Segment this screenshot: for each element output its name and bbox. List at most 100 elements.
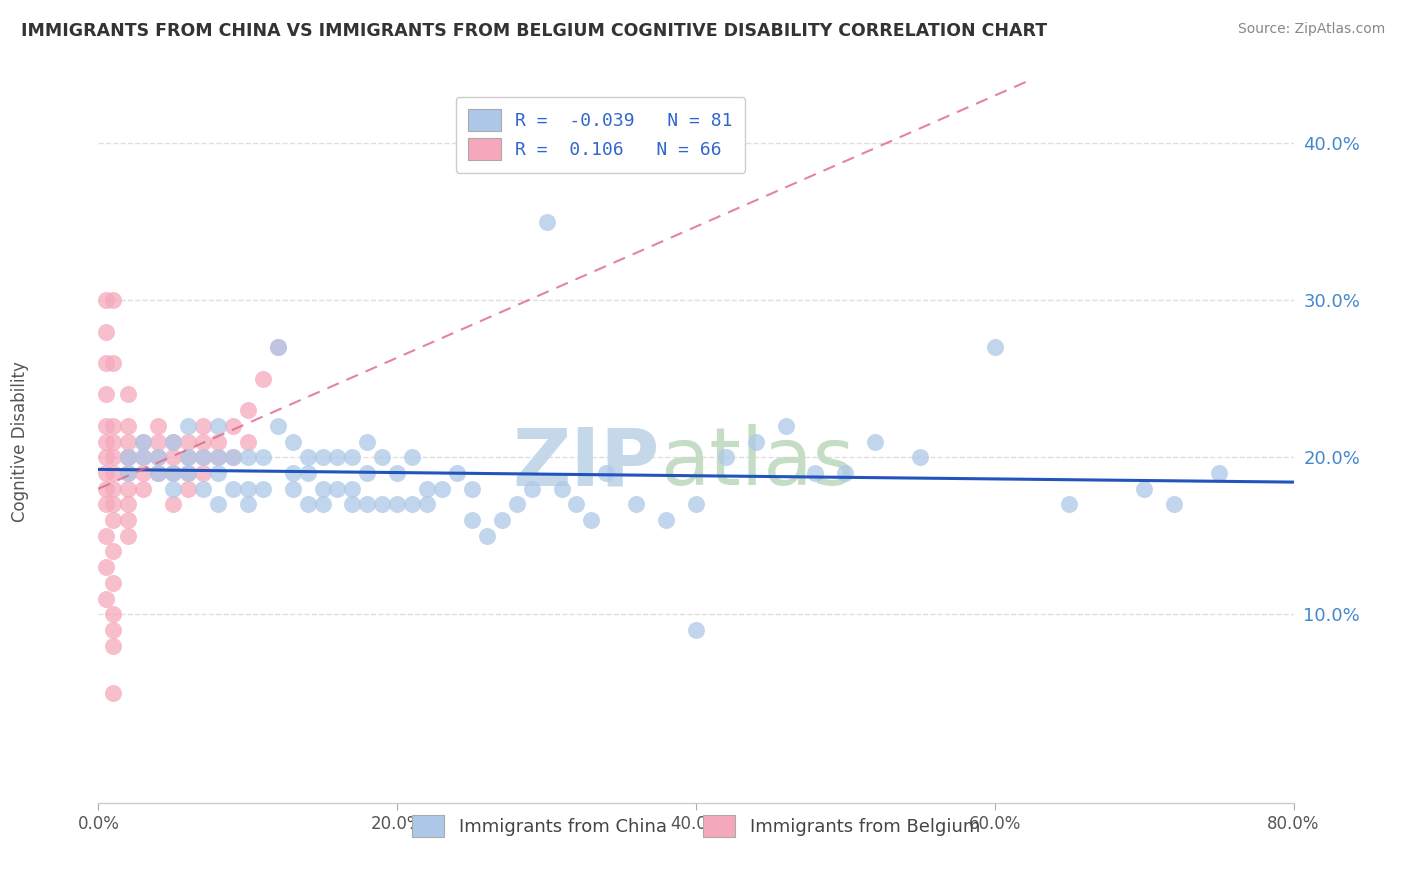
Point: [191, 418, 214, 433]
Point: [775, 418, 797, 433]
Point: [252, 450, 274, 465]
Point: [207, 450, 229, 465]
Point: [281, 482, 304, 496]
Point: [236, 434, 259, 449]
Point: [222, 418, 245, 433]
Point: [371, 450, 394, 465]
Point: [103, 466, 125, 480]
Point: [103, 356, 125, 370]
Point: [356, 434, 378, 449]
Point: [94, 591, 117, 606]
Point: [191, 466, 214, 480]
Point: [148, 450, 170, 465]
Point: [297, 497, 319, 511]
Point: [103, 544, 125, 558]
Text: Source: ZipAtlas.com: Source: ZipAtlas.com: [1237, 22, 1385, 37]
Point: [103, 607, 125, 622]
Point: [132, 450, 155, 465]
Point: [252, 372, 274, 386]
Point: [446, 466, 468, 480]
Point: [297, 450, 319, 465]
Point: [461, 513, 484, 527]
Point: [1133, 482, 1156, 496]
Point: [506, 497, 529, 511]
Point: [207, 466, 229, 480]
Text: ZIP: ZIP: [513, 425, 661, 502]
Point: [1208, 466, 1230, 480]
Point: [103, 450, 125, 465]
Point: [1163, 497, 1185, 511]
Point: [356, 497, 378, 511]
Point: [267, 340, 290, 354]
Point: [236, 482, 259, 496]
Point: [94, 482, 117, 496]
Point: [536, 214, 558, 228]
Point: [162, 434, 184, 449]
Legend: Immigrants from China, Immigrants from Belgium: Immigrants from China, Immigrants from B…: [405, 808, 987, 845]
Point: [281, 434, 304, 449]
Point: [162, 497, 184, 511]
Point: [94, 434, 117, 449]
Point: [356, 466, 378, 480]
Point: [177, 466, 200, 480]
Point: [103, 293, 125, 308]
Point: [236, 450, 259, 465]
Point: [117, 450, 139, 465]
Point: [281, 466, 304, 480]
Point: [191, 450, 214, 465]
Point: [297, 466, 319, 480]
Point: [162, 482, 184, 496]
Point: [685, 497, 707, 511]
Point: [117, 418, 139, 433]
Point: [103, 575, 125, 590]
Point: [626, 497, 648, 511]
Point: [401, 497, 423, 511]
Point: [342, 497, 364, 511]
Point: [1059, 497, 1081, 511]
Point: [177, 418, 200, 433]
Point: [177, 450, 200, 465]
Point: [834, 466, 856, 480]
Point: [685, 623, 707, 637]
Point: [908, 450, 931, 465]
Point: [207, 434, 229, 449]
Point: [94, 418, 117, 433]
Point: [267, 418, 290, 433]
Point: [311, 497, 333, 511]
Point: [191, 450, 214, 465]
Point: [162, 434, 184, 449]
Point: [565, 497, 588, 511]
Point: [371, 497, 394, 511]
Point: [162, 466, 184, 480]
Text: atlas: atlas: [661, 425, 855, 502]
Point: [132, 450, 155, 465]
Point: [430, 482, 453, 496]
Point: [222, 450, 245, 465]
Point: [94, 560, 117, 574]
Point: [222, 482, 245, 496]
Point: [984, 340, 1007, 354]
Point: [311, 482, 333, 496]
Point: [550, 482, 572, 496]
Point: [745, 434, 768, 449]
Text: IMMIGRANTS FROM CHINA VS IMMIGRANTS FROM BELGIUM COGNITIVE DISABILITY CORRELATIO: IMMIGRANTS FROM CHINA VS IMMIGRANTS FROM…: [21, 22, 1047, 40]
Point: [177, 434, 200, 449]
Point: [103, 686, 125, 700]
Point: [132, 434, 155, 449]
Point: [117, 482, 139, 496]
Point: [236, 403, 259, 417]
Point: [385, 466, 409, 480]
Point: [103, 418, 125, 433]
Point: [148, 418, 170, 433]
Point: [117, 434, 139, 449]
Point: [865, 434, 887, 449]
Point: [94, 293, 117, 308]
Point: [117, 529, 139, 543]
Point: [714, 450, 737, 465]
Point: [94, 325, 117, 339]
Point: [94, 497, 117, 511]
Point: [222, 450, 245, 465]
Point: [595, 466, 617, 480]
Point: [103, 513, 125, 527]
Point: [94, 450, 117, 465]
